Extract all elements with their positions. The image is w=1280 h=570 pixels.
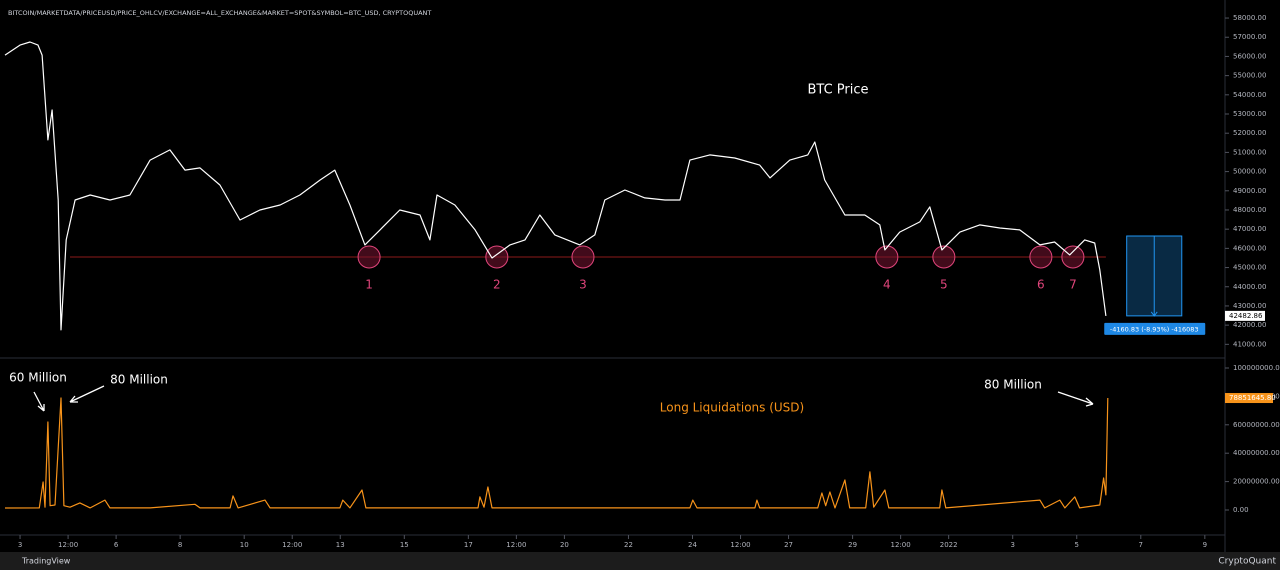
support-circle (485, 245, 509, 269)
y-tick-label: 52000.00 (1233, 129, 1266, 137)
y-tick-label: 51000.00 (1233, 148, 1266, 156)
x-tick-label: 7 (1139, 541, 1143, 549)
y-tick-label: 49000.00 (1233, 187, 1266, 195)
x-tick-label: 12:00 (282, 541, 302, 549)
y-tick-label: 46000.00 (1233, 244, 1266, 252)
y-tick-label: 0.00 (1233, 506, 1249, 514)
x-tick-label: 3 (18, 541, 22, 549)
x-tick-label: 20 (560, 541, 569, 549)
support-circle (357, 245, 381, 269)
x-tick-label: 8 (178, 541, 182, 549)
y-tick-label: 40000000.00 (1233, 449, 1280, 457)
y-tick-label: 43000.00 (1233, 302, 1266, 310)
support-circle (932, 245, 956, 269)
chart-title: BTC Price (807, 83, 868, 98)
y-tick-label: 50000.00 (1233, 168, 1266, 176)
x-tick-label: 24 (688, 541, 697, 549)
x-tick-label: 29 (848, 541, 857, 549)
y-tick-label: 57000.00 (1233, 33, 1266, 41)
x-tick-label: 17 (464, 541, 473, 549)
x-tick-label: 22 (624, 541, 633, 549)
support-label: 2 (493, 278, 501, 292)
y-tick-label: 42000.00 (1233, 321, 1266, 329)
y-tick-label: 100000000.00 (1233, 364, 1280, 372)
last-price-tag (1225, 310, 1265, 321)
footer-bar (0, 552, 1280, 570)
x-tick-label: 12:00 (891, 541, 911, 549)
y-tick-label: 60000000.00 (1233, 421, 1280, 429)
measure-arrow (1150, 236, 1158, 317)
annotation: 80 Million (984, 378, 1042, 392)
y-tick-label: 56000.00 (1233, 52, 1266, 60)
y-tick-label: 41000.00 (1233, 340, 1266, 348)
support-label: 7 (1069, 278, 1077, 292)
support-circle (1029, 245, 1053, 269)
y-tick-label: 47000.00 (1233, 225, 1266, 233)
footer-right: CryptoQuant (1218, 557, 1276, 567)
support-circle (1061, 245, 1085, 269)
x-tick-label: 5 (1075, 541, 1079, 549)
x-tick-label: 15 (400, 541, 409, 549)
annotation: 80 Million (110, 373, 168, 387)
x-tick-label: 2022 (940, 541, 958, 549)
y-tick-label: 53000.00 (1233, 110, 1266, 118)
measure-label-box (1104, 322, 1206, 335)
support-label: 4 (883, 278, 891, 292)
footer-left: TradingView (21, 557, 71, 566)
last-price-label: 42482.86 (1229, 312, 1263, 320)
x-tick-label: 27 (784, 541, 793, 549)
support-label: 1 (365, 278, 373, 292)
measure-label: -4160.83 (-8.93%) -416083 (1110, 325, 1199, 333)
data-line (4, 41, 1107, 331)
x-tick-label: 12:00 (730, 541, 750, 549)
last-value-label: 78851645.80 (1229, 394, 1276, 402)
y-tick-label: 20000000.00 (1233, 478, 1280, 486)
x-tick-label: 12:00 (506, 541, 526, 549)
y-tick-label: 45000.00 (1233, 264, 1266, 272)
chart-title: Long Liquidations (USD) (660, 401, 804, 415)
y-tick-label: 58000.00 (1233, 14, 1266, 22)
x-tick-label: 13 (336, 541, 345, 549)
annotation: 60 Million (9, 371, 67, 385)
x-tick-label: 6 (114, 541, 119, 549)
y-tick-label: 48000.00 (1233, 206, 1266, 214)
x-tick-label: 10 (240, 541, 249, 549)
support-circle (571, 245, 595, 269)
y-tick-label: 54000.00 (1233, 91, 1266, 99)
data-line (4, 397, 1109, 509)
support-circle (875, 245, 899, 269)
x-tick-label: 12:00 (58, 541, 78, 549)
x-tick-label: 9 (1203, 541, 1207, 549)
support-label: 5 (940, 278, 948, 292)
header: BITCOIN/MARKETDATA/PRICEUSD/PRICE_OHLCV/… (8, 9, 431, 17)
x-tick-label: 3 (1010, 541, 1014, 549)
support-label: 3 (579, 278, 587, 292)
last-value-tag (1225, 393, 1273, 404)
annotation-arrows (33, 385, 1094, 412)
support-label: 6 (1037, 278, 1045, 292)
y-tick-label: 55000.00 (1233, 72, 1266, 80)
y-tick-label: 44000.00 (1233, 283, 1266, 291)
